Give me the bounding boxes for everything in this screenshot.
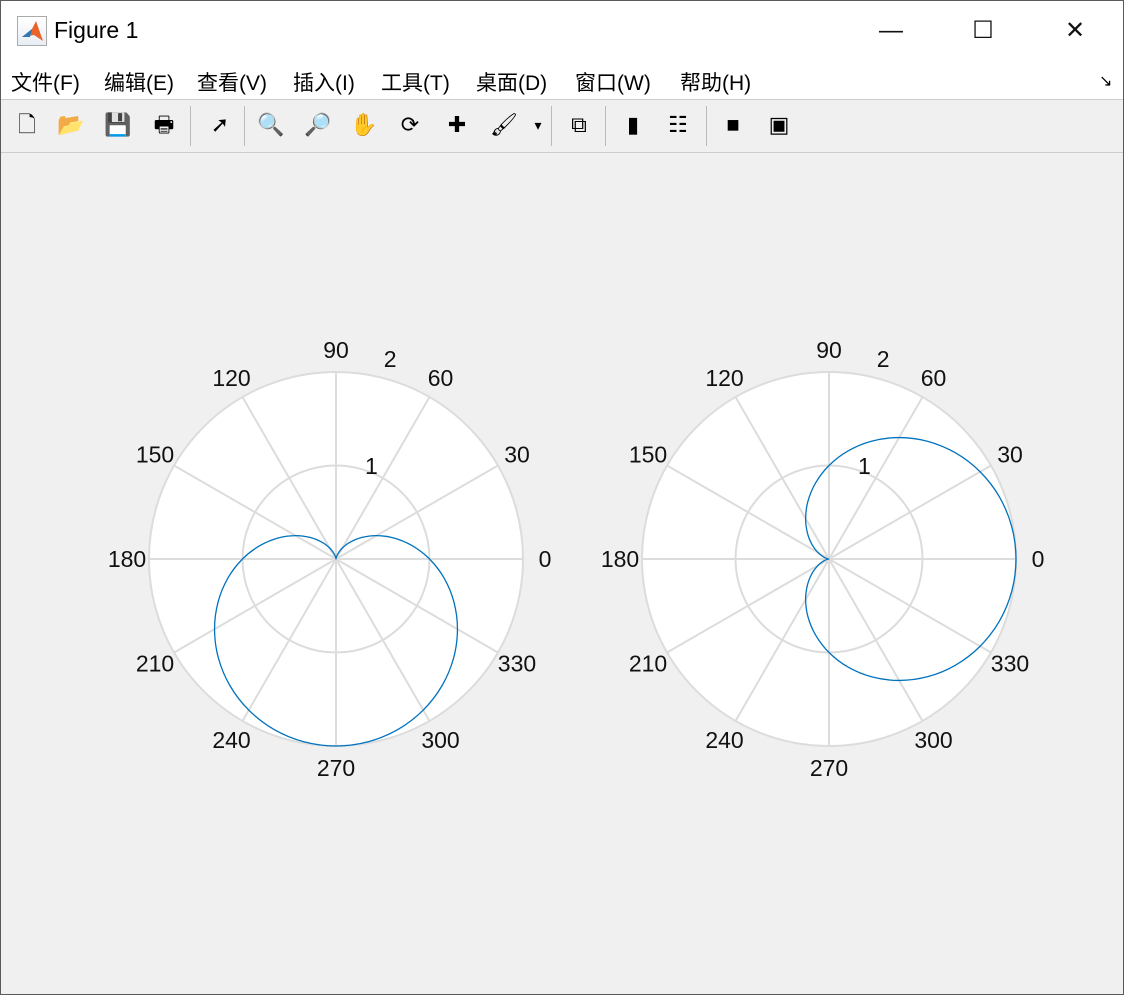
polar-axes-2: 0 30 60 90 120 150 180 210 240 270 300 330 1 2 — [601, 337, 1045, 781]
theta-tick-label: 60 — [428, 365, 454, 391]
rotate-3d-icon[interactable]: ⟳ — [400, 112, 420, 137]
close-button[interactable]: ✕ — [1064, 17, 1086, 44]
toolbar: 🗋 📂 💾 🖶 ➚ 🔍 🔎 ✋ ⟳ ✚ 🖌 ▾ ⧉ ▮ ☷ ■ ▣ — [1, 100, 1123, 153]
open-icon[interactable]: 📂 — [57, 112, 85, 137]
theta-grid-line — [335, 558, 431, 722]
theta-tick-label: 60 — [921, 365, 947, 391]
menu-view[interactable]: 查看(V) — [197, 72, 267, 95]
theta-tick-label: 90 — [323, 337, 349, 363]
menu-window[interactable]: 窗口(W) — [575, 72, 651, 95]
menu-tools[interactable]: 工具(T) — [381, 72, 450, 95]
theta-tick-label: 180 — [108, 546, 146, 572]
theta-grid-line — [828, 464, 992, 560]
menu-desktop[interactable]: 桌面(D) — [476, 72, 548, 95]
zoom-in-icon[interactable]: 🔍 — [257, 112, 285, 137]
theta-grid-line — [335, 464, 499, 560]
theta-grid-line — [734, 558, 830, 722]
theta-grid-line — [666, 464, 830, 560]
r-tick-label: 2 — [384, 346, 397, 372]
toolbar-separator — [706, 106, 707, 146]
theta-grid-line — [734, 396, 830, 560]
toolbar-separator — [551, 106, 552, 146]
toolbar-separator — [605, 106, 606, 146]
polar-plots: 0306090120150180210240270300330120306090… — [108, 337, 1045, 781]
show-plot-tools-icon[interactable]: ▣ — [768, 112, 790, 137]
theta-grid-line — [241, 396, 337, 560]
matlab-logo-icon — [17, 16, 47, 46]
maximize-button[interactable]: ☐ — [972, 17, 994, 44]
theta-grid-line — [335, 558, 499, 654]
theta-tick-label: 210 — [136, 651, 174, 677]
theta-grid-line — [241, 558, 337, 722]
select-arrow-icon[interactable]: ➚ — [210, 112, 230, 137]
print-icon[interactable]: 🖶 — [153, 112, 175, 137]
theta-grid-line — [335, 396, 431, 560]
window-title: Figure 1 — [54, 17, 139, 43]
r-tick-label: 1 — [858, 453, 871, 479]
theta-tick-label: 300 — [421, 727, 459, 753]
legend-icon[interactable]: ☷ — [668, 112, 688, 137]
zoom-out-icon[interactable]: 🔎 — [304, 112, 332, 137]
brush-dropdown-icon[interactable]: ▾ — [534, 117, 542, 133]
r-tick-label: 1 — [365, 453, 378, 479]
theta-grid-line — [828, 396, 924, 560]
theta-grid-line — [828, 558, 992, 654]
brush-icon[interactable]: 🖌 — [490, 112, 518, 137]
menu-help[interactable]: 帮助(H) — [680, 72, 752, 95]
theta-tick-label: 150 — [629, 442, 667, 468]
theta-tick-label: 180 — [601, 546, 639, 572]
theta-tick-label: 330 — [498, 651, 536, 677]
link-plot-icon[interactable]: ⧉ — [571, 112, 587, 137]
theta-grid-line — [666, 558, 830, 654]
minimize-button[interactable]: — — [879, 17, 903, 44]
polar-axes-1: 0 30 60 90 120 150 180 210 240 270 300 330 1 2 — [108, 337, 552, 781]
r-tick-label: 2 — [877, 346, 890, 372]
hide-plot-tools-icon[interactable]: ■ — [726, 112, 740, 137]
theta-grid-line — [173, 464, 337, 560]
theta-grid-line — [828, 558, 924, 722]
menu-bar: 文件(F) 编辑(E) 查看(V) 插入(I) 工具(T) 桌面(D) 窗口(W… — [1, 59, 1123, 100]
new-figure-icon[interactable]: 🗋 — [18, 112, 36, 137]
theta-tick-label: 120 — [705, 365, 743, 391]
theta-tick-label: 330 — [991, 651, 1029, 677]
theta-tick-label: 30 — [504, 442, 530, 468]
toolbar-separator — [244, 106, 245, 146]
toolbar-separator — [190, 106, 191, 146]
theta-tick-label: 30 — [997, 442, 1023, 468]
theta-tick-label: 90 — [816, 337, 842, 363]
data-series-line — [804, 436, 1017, 682]
theta-grid-line — [173, 558, 337, 654]
theta-tick-label: 240 — [705, 727, 743, 753]
theta-tick-label: 120 — [212, 365, 250, 391]
data-cursor-icon[interactable]: ✚ — [447, 112, 467, 137]
theta-tick-label: 240 — [212, 727, 250, 753]
theta-tick-label: 0 — [539, 546, 552, 572]
theta-tick-label: 270 — [810, 755, 848, 781]
theta-tick-label: 300 — [914, 727, 952, 753]
menu-insert[interactable]: 插入(I) — [293, 72, 355, 95]
theta-tick-label: 0 — [1032, 546, 1045, 572]
theta-tick-label: 270 — [317, 755, 355, 781]
pan-hand-icon[interactable]: ✋ — [350, 112, 378, 137]
colorbar-icon[interactable]: ▮ — [626, 112, 640, 137]
theta-tick-label: 150 — [136, 442, 174, 468]
save-icon[interactable]: 💾 — [104, 112, 132, 137]
menu-edit[interactable]: 编辑(E) — [104, 72, 174, 95]
title-bar: Figure 1 — ☐ ✕ — [1, 1, 1123, 59]
dock-arrow-icon[interactable]: ↘ — [1099, 73, 1113, 90]
menu-file[interactable]: 文件(F) — [11, 72, 80, 95]
theta-tick-label: 210 — [629, 651, 667, 677]
data-series-line — [213, 534, 459, 747]
